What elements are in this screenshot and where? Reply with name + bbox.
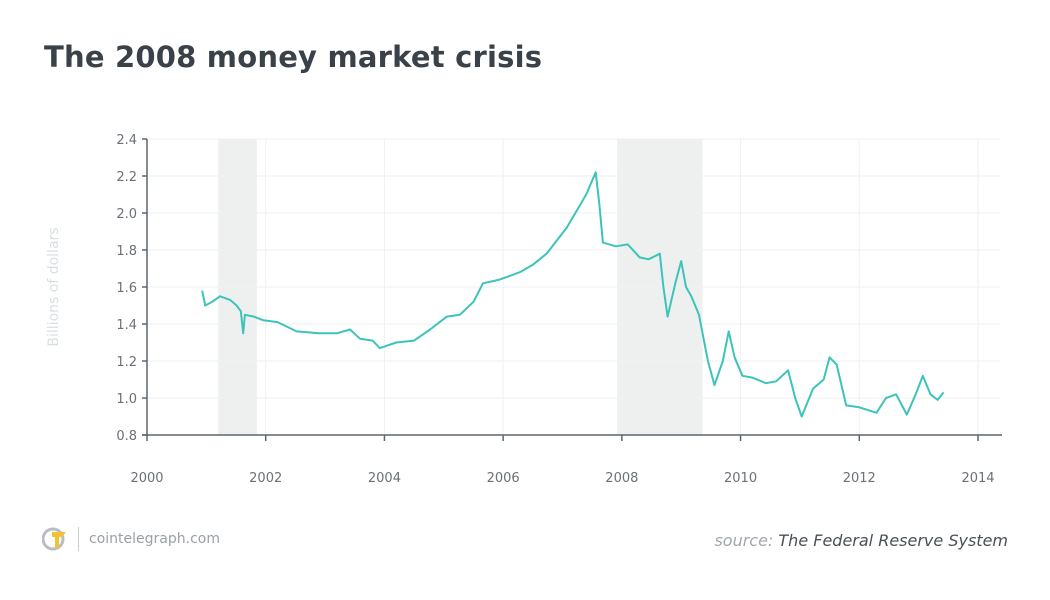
y-axis-label: Billions of dollars (46, 227, 62, 346)
chart-title: The 2008 money market crisis (44, 40, 543, 74)
series-line (201, 171, 945, 418)
y-tick-label: 2.0 (116, 207, 137, 222)
x-tick-label: 2014 (961, 471, 994, 486)
y-tick-label: 2.4 (116, 133, 137, 148)
x-tick-label: 2010 (724, 471, 757, 486)
y-tick-label: 1.4 (116, 318, 137, 333)
y-tick-label: 2.2 (116, 170, 137, 185)
source-name: The Federal Reserve System (778, 531, 1008, 550)
y-tick-label: 1.8 (116, 244, 137, 259)
x-tick-label: 2004 (368, 471, 401, 486)
x-tick-label: 2008 (605, 471, 638, 486)
site-link[interactable]: cointelegraph.com (89, 531, 220, 547)
x-tick-label: 2006 (487, 471, 520, 486)
y-tick-label: 1.0 (116, 392, 137, 407)
y-tick-label: 1.6 (116, 281, 137, 296)
cointelegraph-logo-icon (42, 527, 66, 551)
footer-branding: cointelegraph.com (42, 526, 220, 552)
y-tick-label: 0.8 (116, 429, 137, 444)
x-tick-label: 2012 (843, 471, 876, 486)
divider (78, 527, 79, 551)
x-tick-label: 2000 (130, 471, 163, 486)
source-prefix: source: (714, 531, 774, 550)
x-tick-label: 2002 (249, 471, 282, 486)
source-credit: source: The Federal Reserve System (714, 531, 1008, 550)
y-tick-label: 1.2 (116, 355, 137, 370)
